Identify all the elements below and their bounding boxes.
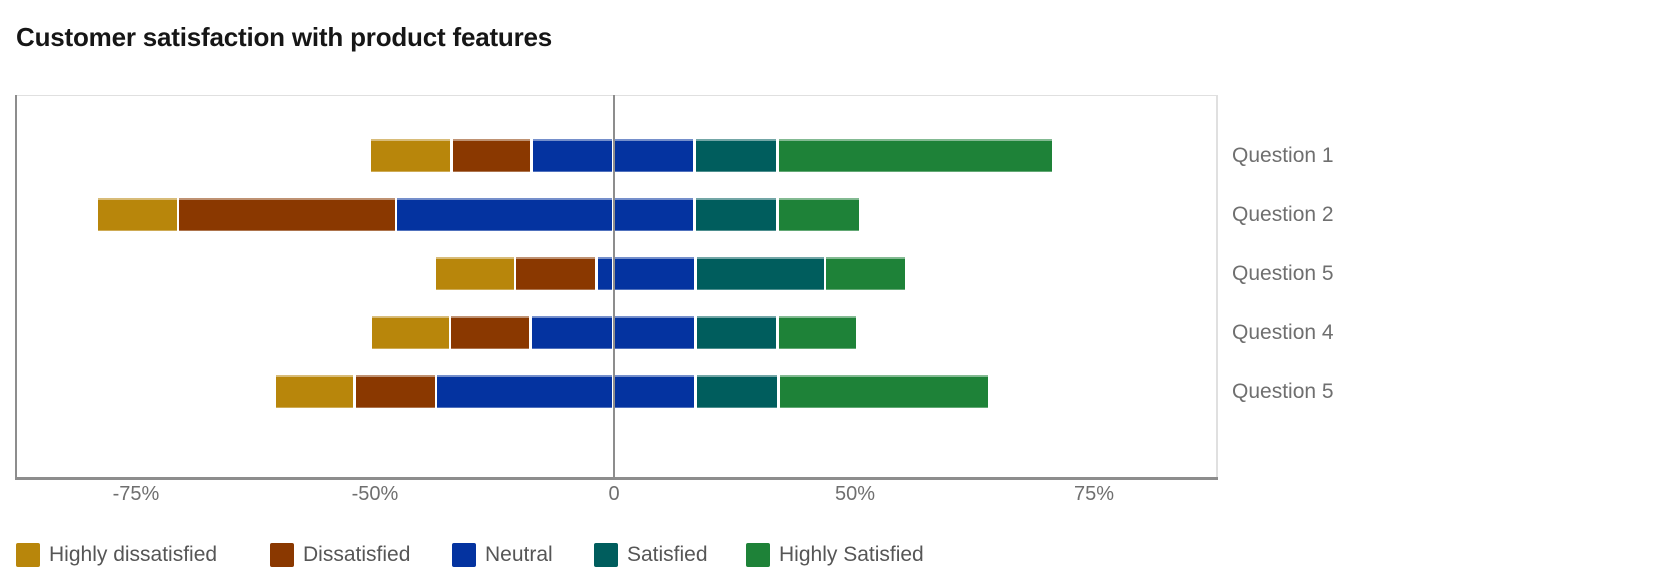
bar-segment-highly-satisfied[interactable] <box>778 139 1053 172</box>
x-axis-tick-label: 75% <box>1073 483 1115 505</box>
bar-segment-neutral[interactable] <box>615 139 694 172</box>
bar-segment-satisfied[interactable] <box>695 139 777 172</box>
bar-segment-highly-dissatisfied[interactable] <box>97 198 177 231</box>
legend-swatch-neutral <box>452 543 476 567</box>
legend-item-satisfied[interactable]: Satisfied <box>594 543 708 567</box>
bar-segment-neutral[interactable] <box>615 375 695 408</box>
legend-swatch-highly-dissatisfied <box>16 543 40 567</box>
plot-area <box>16 95 1217 477</box>
bar-segment-highly-satisfied[interactable] <box>826 257 906 290</box>
bar-segment-dissatisfied[interactable] <box>179 198 395 231</box>
legend-item-neutral[interactable]: Neutral <box>452 543 553 567</box>
bar-segment-satisfied[interactable] <box>695 198 777 231</box>
legend-item-highly-dissatisfied[interactable]: Highly dissatisfied <box>16 543 217 567</box>
bar-segment-dissatisfied[interactable] <box>516 257 596 290</box>
zero-baseline <box>613 95 615 477</box>
bar-segment-neutral[interactable] <box>615 198 694 231</box>
bar-segment-neutral[interactable] <box>532 139 613 172</box>
bar-segment-highly-satisfied[interactable] <box>779 375 989 408</box>
bar-segment-dissatisfied[interactable] <box>355 375 435 408</box>
y-axis-line <box>15 95 17 477</box>
legend-swatch-satisfied <box>594 543 618 567</box>
bar-segment-highly-dissatisfied[interactable] <box>275 375 354 408</box>
bar-segment-neutral[interactable] <box>531 316 613 349</box>
x-axis-tick-label: 50% <box>834 483 876 505</box>
bar-segment-neutral[interactable] <box>615 257 695 290</box>
bar-segment-highly-dissatisfied[interactable] <box>436 257 514 290</box>
bar-segment-dissatisfied[interactable] <box>451 316 530 349</box>
legend-label: Highly Satisfied <box>779 543 924 566</box>
category-label: Question 5 <box>1232 380 1334 403</box>
legend-label: Highly dissatisfied <box>49 543 218 566</box>
bar-segment-highly-satisfied[interactable] <box>778 198 860 231</box>
bar-segment-neutral[interactable] <box>397 198 613 231</box>
x-axis-line <box>15 477 1218 480</box>
plot-right-border <box>1216 95 1218 477</box>
bar-segment-neutral[interactable] <box>597 257 613 290</box>
legend-item-dissatisfied[interactable]: Dissatisfied <box>270 543 410 567</box>
bar-segment-satisfied[interactable] <box>696 375 778 408</box>
bar-segment-satisfied[interactable] <box>696 257 824 290</box>
bar-segment-dissatisfied[interactable] <box>452 139 531 172</box>
category-label: Question 4 <box>1232 321 1334 344</box>
legend-swatch-highly-satisfied <box>746 543 770 567</box>
bar-segment-neutral[interactable] <box>615 316 695 349</box>
bar-segment-highly-satisfied[interactable] <box>778 316 857 349</box>
chart-title: Customer satisfaction with product featu… <box>16 22 553 52</box>
legend-swatch-dissatisfied <box>270 543 294 567</box>
x-axis-tick-label: -50% <box>351 483 399 505</box>
bar-segment-satisfied[interactable] <box>696 316 777 349</box>
category-label: Question 5 <box>1232 262 1334 285</box>
bar-segment-neutral[interactable] <box>437 375 613 408</box>
plot-top-border <box>16 95 1218 96</box>
legend-label: Neutral <box>485 543 553 566</box>
x-axis-tick-label: 0 <box>608 483 620 505</box>
bar-segment-highly-dissatisfied[interactable] <box>372 316 449 349</box>
legend-label: Dissatisfied <box>303 543 411 566</box>
legend-item-highly-satisfied[interactable]: Highly Satisfied <box>746 543 924 567</box>
category-label: Question 1 <box>1232 144 1334 167</box>
category-label: Question 2 <box>1232 203 1334 226</box>
bar-segment-highly-dissatisfied[interactable] <box>371 139 451 172</box>
x-axis-tick-label: -75% <box>112 483 160 505</box>
legend-label: Satisfied <box>627 543 708 566</box>
